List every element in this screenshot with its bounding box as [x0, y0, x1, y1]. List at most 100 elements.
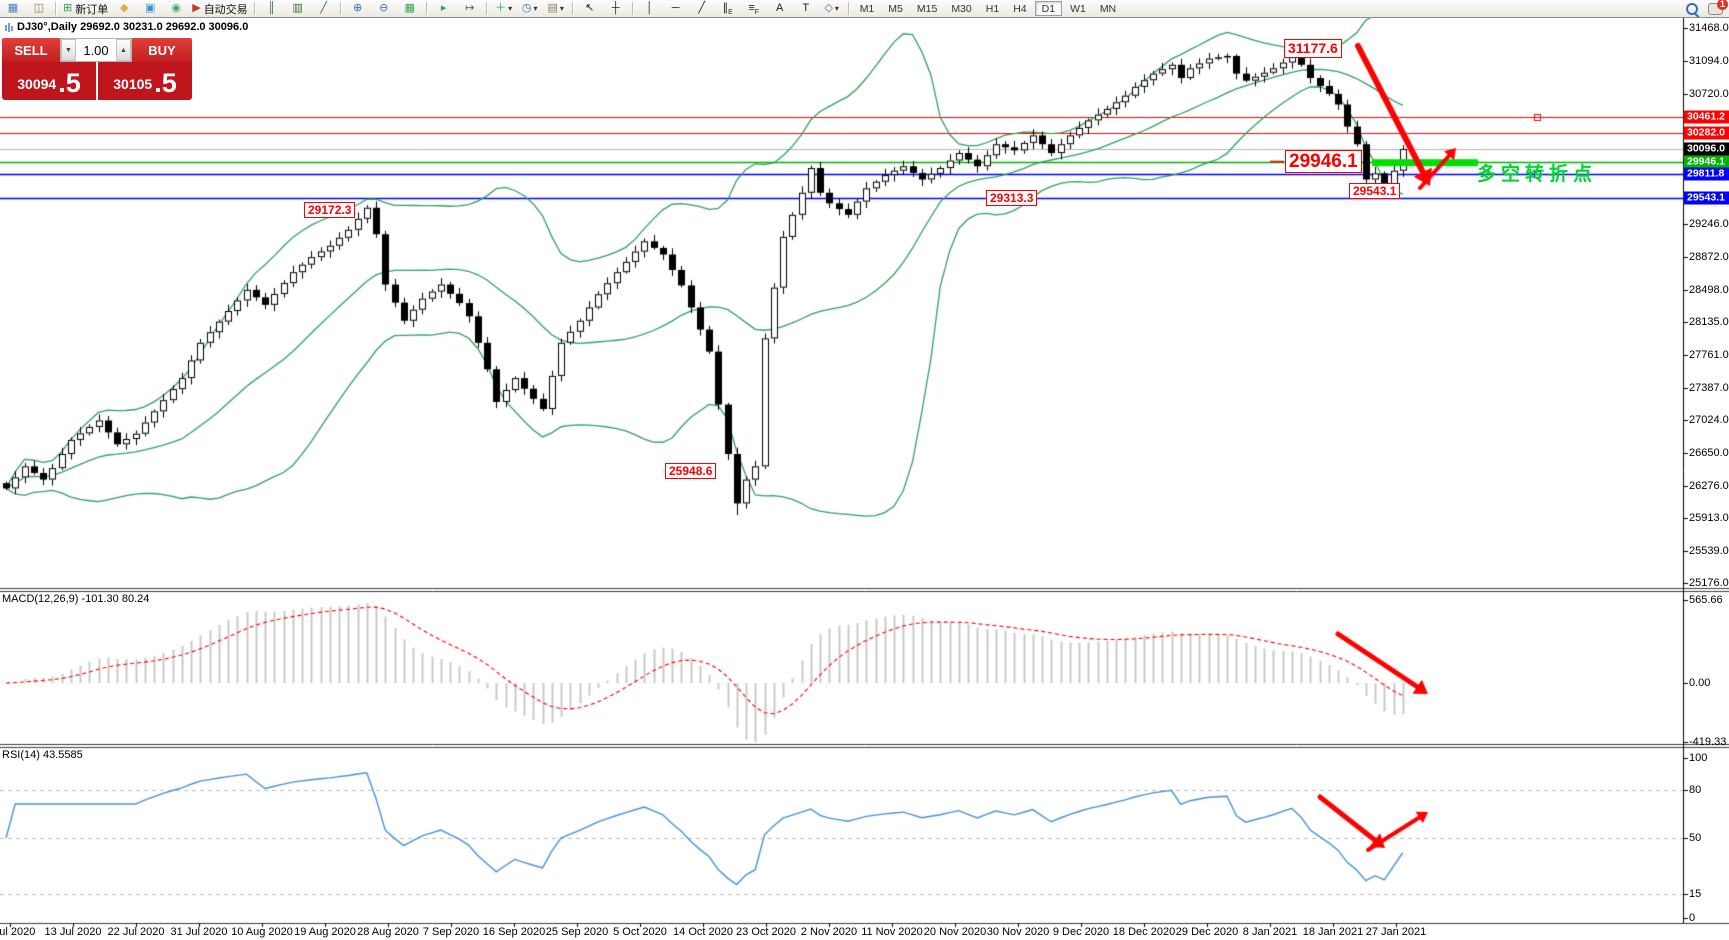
- date-axis-label: 18 Dec 2020: [1112, 926, 1176, 938]
- new-chart-button[interactable]: ▦: [1, 1, 25, 16]
- templates-icon: ▤: [547, 2, 558, 14]
- date-axis-label: 27 Jan 2021: [1365, 926, 1427, 938]
- date-axis-label: 30 Nov 2020: [986, 926, 1050, 938]
- horizontal-line-button[interactable]: ─: [664, 1, 688, 16]
- toolbar-buttons: ▦ ◫ ⊞ 新订单 ◆ ▣ ◉ ▶ 自动交易 ║ ▥ ╱ ⊕ ⊖ ▦ ▸ ↦ ＋ ▾ ◷ ▾ ▤ ▾ ↖ ┼ │ ─ ╱ ∥ E ≡ F A T ◇…: [0, 1, 853, 16]
- timeframe-mn[interactable]: MN: [1099, 2, 1117, 15]
- annotation-turn-29946[interactable]: 29946.1: [1285, 150, 1362, 173]
- periods-button[interactable]: ◷ ▾: [518, 1, 542, 16]
- channel-icon-sub: E: [728, 9, 733, 16]
- price-tick-label: 28135.0: [1689, 316, 1729, 329]
- price-tick-label: 29246.0: [1689, 218, 1729, 230]
- line-chart-button[interactable]: ╱: [312, 1, 336, 16]
- bar-chart-button[interactable]: ║: [260, 1, 284, 16]
- price-tag-30096.0: 30096.0: [1684, 142, 1729, 156]
- date-axis-label: 25 Sep 2020: [545, 926, 609, 938]
- toolbar-separator: [631, 2, 634, 15]
- annotation-29172[interactable]: 29172.3: [304, 202, 356, 218]
- periods-icon: ◷: [521, 2, 532, 14]
- rsi-tick-label: 100: [1689, 752, 1708, 764]
- terminal-button[interactable]: ▣: [138, 1, 162, 16]
- volume-input[interactable]: 1.00: [83, 42, 109, 58]
- annotation-25948[interactable]: 25948.6: [665, 463, 717, 479]
- macd-tick-label: 0.00: [1689, 677, 1711, 689]
- auto-scroll-button[interactable]: ▸: [432, 1, 456, 16]
- volume-decrease-button[interactable]: ▼: [61, 39, 76, 61]
- crosshair-button[interactable]: ┼: [604, 1, 628, 16]
- templates-caret[interactable]: ▾: [559, 4, 564, 13]
- text-label-button[interactable]: T: [794, 1, 818, 16]
- annotation-high-31177[interactable]: 31177.6: [1284, 39, 1342, 58]
- channel-icon: ∥: [722, 2, 729, 14]
- toolbar-separator: [425, 2, 428, 15]
- price-tick-label: 31468.0: [1689, 21, 1729, 34]
- chart-area[interactable]: DJ30°,Daily 29692.0 30231.0 29692.0 3009…: [0, 18, 1729, 940]
- annotation-low-29543[interactable]: 29543.1: [1349, 183, 1401, 199]
- main-toolbar: ▦ ◫ ⊞ 新订单 ◆ ▣ ◉ ▶ 自动交易 ║ ▥ ╱ ⊕ ⊖ ▦ ▸ ↦ ＋ ▾ ◷ ▾ ▤ ▾ ↖ ┼ │ ─ ╱ ∥ E ≡ F A T ◇…: [0, 0, 1729, 18]
- text-icon: A: [776, 2, 784, 14]
- indicators-caret[interactable]: ▾: [508, 4, 513, 13]
- shapes-button[interactable]: ◇ ▾: [820, 1, 844, 16]
- date-axis-label: 16 Sep 2020: [482, 926, 546, 938]
- date-axis-label: 8 Jan 2021: [1242, 926, 1298, 938]
- chart-shift-button[interactable]: ↦: [458, 1, 482, 16]
- chat-bubble-icon[interactable]: 1: [1708, 0, 1728, 15]
- vertical-line-button[interactable]: │: [638, 1, 662, 16]
- new-order-button[interactable]: ⊞ 新订单: [61, 1, 110, 16]
- price-tick-label: 25539.0: [1689, 545, 1729, 558]
- autotrading-label: 自动交易: [203, 3, 248, 16]
- toolbar-separator: [253, 2, 256, 15]
- zoom-in-button[interactable]: ⊕: [346, 1, 370, 16]
- timeframe-m15[interactable]: M15: [916, 2, 938, 15]
- tile-windows-button[interactable]: ▦: [398, 1, 422, 16]
- fibonacci-icon: ≡: [748, 2, 755, 14]
- timeframe-h1[interactable]: H1: [985, 2, 1000, 15]
- text-button[interactable]: A: [768, 1, 792, 16]
- cursor-button[interactable]: ↖: [578, 1, 602, 16]
- timeframe-h4[interactable]: H4: [1013, 2, 1027, 15]
- volume-increase-button[interactable]: ▲: [116, 39, 131, 61]
- fibonacci-button[interactable]: ≡ F: [742, 1, 766, 16]
- zoom-out-button[interactable]: ⊖: [372, 1, 396, 16]
- search-icon[interactable]: [1686, 2, 1698, 15]
- profiles-button[interactable]: ◫: [27, 1, 51, 16]
- auto-scroll-icon: ▸: [440, 2, 447, 14]
- cursor-icon: ↖: [585, 2, 595, 14]
- autotrading-button[interactable]: ▶ 自动交易: [190, 1, 249, 16]
- annotation-29313[interactable]: 29313.3: [986, 190, 1038, 206]
- timeframe-m5[interactable]: M5: [888, 2, 903, 15]
- price-tick-label: 26276.0: [1689, 480, 1729, 493]
- date-axis-label: 23 Oct 2020: [736, 926, 796, 938]
- indicators-button[interactable]: ＋ ▾: [492, 1, 516, 16]
- sell-button[interactable]: SELL: [2, 38, 60, 62]
- quote-prices: 30094 .5 30105 .5: [2, 62, 192, 100]
- channel-button[interactable]: ∥ E: [716, 1, 740, 16]
- price-tag-29946.1: 29946.1: [1684, 155, 1729, 169]
- sell-price[interactable]: 30094 .5: [17, 68, 81, 98]
- date-axis-label: 2 Nov 2020: [800, 926, 858, 938]
- timeframe-m30[interactable]: M30: [951, 2, 972, 15]
- price-tick-label: 26650.0: [1689, 447, 1729, 460]
- crosshair-icon: ┼: [611, 2, 620, 14]
- metaeditor-button[interactable]: ◆: [112, 1, 136, 16]
- buy-price[interactable]: 30105 .5: [113, 68, 177, 98]
- chart-mini-icon: [4, 22, 13, 32]
- toolbar-separator: [339, 2, 342, 15]
- toolbar-separator: [571, 2, 574, 15]
- candlestick-chart-button[interactable]: ▥: [286, 1, 310, 16]
- templates-button[interactable]: ▤ ▾: [544, 1, 568, 16]
- timeframe-d1[interactable]: D1: [1034, 1, 1063, 16]
- rsi-tick-label: 15: [1689, 888, 1702, 900]
- date-axis-label: 7 Sep 2020: [422, 926, 480, 938]
- price-chart-canvas[interactable]: [0, 18, 1729, 940]
- turning-point-text: 多空转折点: [1477, 164, 1598, 185]
- signals-button[interactable]: ◉: [164, 1, 188, 16]
- autotrading-icon: ▶: [192, 2, 201, 14]
- shapes-caret[interactable]: ▾: [834, 4, 839, 13]
- timeframe-m1[interactable]: M1: [859, 2, 875, 15]
- price-tick-label: 27387.0: [1689, 382, 1729, 395]
- timeframe-w1[interactable]: W1: [1070, 2, 1086, 15]
- periods-caret[interactable]: ▾: [533, 4, 538, 13]
- trendline-button[interactable]: ╱: [690, 1, 714, 16]
- buy-button[interactable]: BUY: [132, 38, 192, 62]
